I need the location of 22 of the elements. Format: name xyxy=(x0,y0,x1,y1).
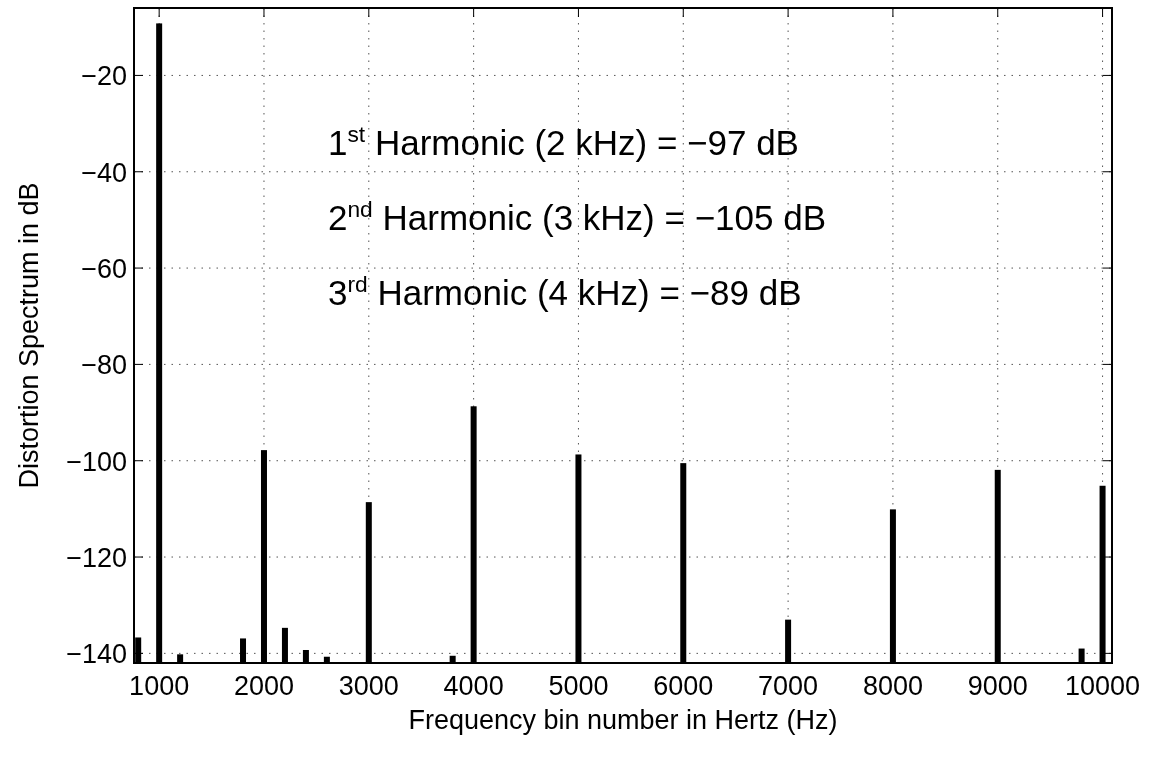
x-tick-label: 4000 xyxy=(443,671,504,701)
annotation: 1$^{st}$ Harmonic (2 kHz) = −97 dB xyxy=(328,121,799,162)
x-tick-label: 8000 xyxy=(862,671,923,701)
x-tick-label: 10000 xyxy=(1065,671,1141,701)
annotation: 3$^{rd}$ Harmonic (4 kHz) = −89 dB xyxy=(328,271,802,312)
y-tick-label: −100 xyxy=(66,446,127,477)
y-tick-label: −60 xyxy=(81,254,127,285)
x-tick-label: 7000 xyxy=(758,671,819,701)
x-tick-label: 2000 xyxy=(233,671,295,701)
y-tick-label: −80 xyxy=(81,350,127,381)
y-tick-label: −20 xyxy=(81,61,127,92)
x-tick-label: 3000 xyxy=(338,671,399,701)
x-tick-label: 1000 xyxy=(129,671,190,701)
x-axis-title: Frequency bin number in Hertz (Hz) xyxy=(408,705,838,735)
y-tick-label: −140 xyxy=(66,639,127,670)
x-tick-label: 9000 xyxy=(967,671,1028,701)
annotation: 2$^{nd}$ Harmonic (3 kHz) = −105 dB xyxy=(328,196,827,237)
x-tick-label: 6000 xyxy=(653,671,714,701)
y-axis-title: Distortion Spectrum in dB xyxy=(14,182,44,489)
x-tick-label: 5000 xyxy=(548,671,609,701)
y-tick-label: −40 xyxy=(81,157,127,188)
y-tick-label: −120 xyxy=(66,543,127,574)
